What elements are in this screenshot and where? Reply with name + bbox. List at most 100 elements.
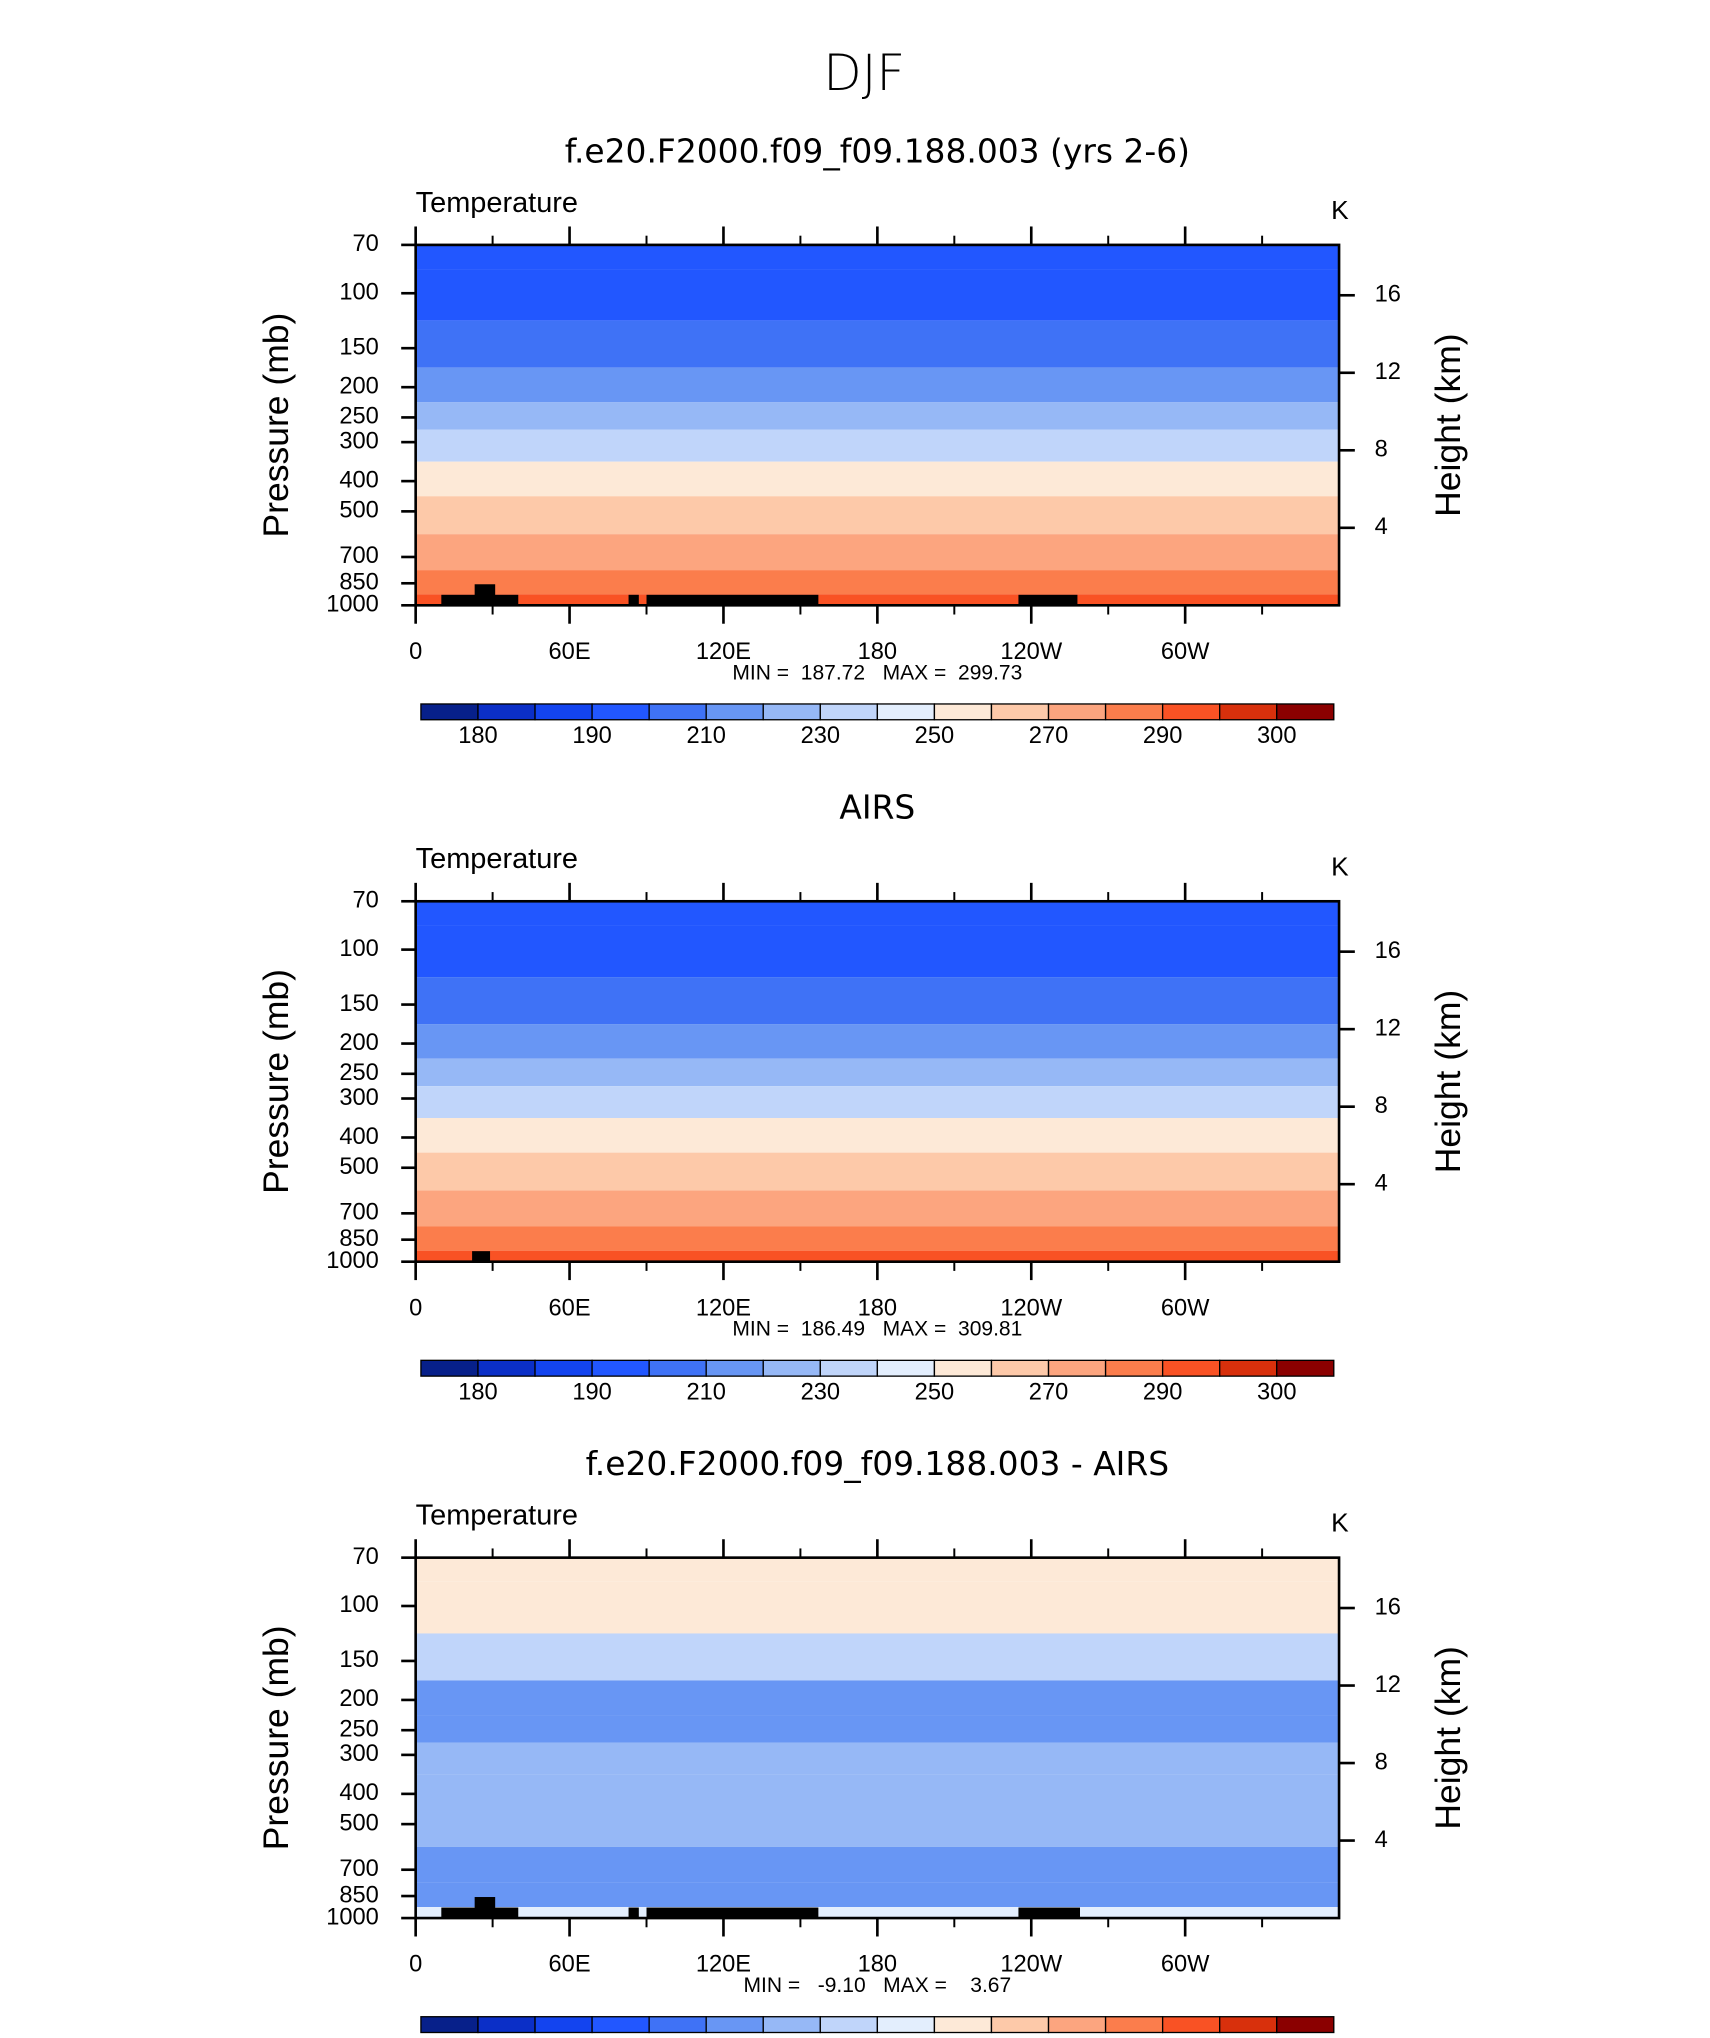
- colorbar-box: [648, 703, 707, 721]
- field-band: [415, 1742, 1340, 1775]
- x-tick-label: 60E: [549, 639, 591, 665]
- colorbar-box: [876, 1359, 936, 1377]
- colorbar-label: 7: [1213, 2036, 1226, 2038]
- colorbar-box: [819, 703, 879, 721]
- x-tick-label: 120W: [1000, 639, 1062, 665]
- colorbar-box: [1219, 703, 1278, 721]
- colorbar-box: [648, 2016, 707, 2034]
- topography: [1018, 594, 1078, 606]
- x-tick-label: 60E: [549, 1295, 591, 1321]
- y2-tick-label: 8: [1375, 1749, 1388, 1775]
- colorbar-label: 270: [1029, 1379, 1068, 1405]
- colorbar-label: 290: [1143, 723, 1182, 749]
- colorbar-label: 1: [928, 2036, 941, 2038]
- colorbar-label: 210: [686, 1379, 725, 1405]
- x-tick-label: 180: [858, 639, 897, 665]
- y2-tick-label: 16: [1375, 1594, 1401, 1620]
- topography: [472, 1251, 491, 1262]
- y2-tick-label: 8: [1375, 437, 1388, 463]
- colorbar-box: [420, 1359, 479, 1377]
- y-axis-title: Pressure (mb): [256, 969, 296, 1194]
- stats: MIN = -9.10 MAX = 3.67: [744, 1974, 1012, 1997]
- y2-tick-label: 4: [1375, 514, 1388, 540]
- y-tick-label: 250: [339, 404, 378, 430]
- y2-axis-title: Height (km): [1428, 333, 1468, 516]
- y2-tick-label: 4: [1375, 1827, 1388, 1853]
- y-tick-label: 150: [339, 334, 378, 360]
- panel-title: AIRS: [839, 788, 915, 827]
- y-tick-label: 850: [339, 1226, 378, 1252]
- colorbar-label: 3: [1042, 2036, 1055, 2038]
- y-tick-label: 250: [339, 1716, 378, 1742]
- colorbar-box: [990, 1359, 1050, 1377]
- colorbar-box: [1104, 2016, 1164, 2034]
- colorbar-box: [1047, 1359, 1107, 1377]
- y-tick-label: 100: [339, 936, 378, 962]
- colorbar-box: [876, 2016, 936, 2034]
- y-tick-label: 500: [339, 1154, 378, 1180]
- colorbar-box: [534, 2016, 593, 2034]
- y-axis-title: Pressure (mb): [256, 313, 296, 538]
- topography: [628, 1907, 639, 1919]
- units-label: K: [1331, 195, 1349, 225]
- stats: MIN = 186.49 MAX = 309.81: [732, 1318, 1022, 1341]
- colorbar-label: 290: [1143, 1379, 1182, 1405]
- field-band: [415, 1846, 1340, 1883]
- field-band: [415, 1774, 1340, 1809]
- colorbar-label: 270: [1029, 723, 1068, 749]
- colorbar-label: -9: [467, 2036, 488, 2038]
- colorbar-box: [648, 1359, 707, 1377]
- y2-tick-label: 12: [1375, 359, 1401, 385]
- colorbar-label: 230: [801, 1379, 840, 1405]
- colorbar-box: [1161, 1359, 1221, 1377]
- field-band: [415, 1907, 1340, 1919]
- colorbar-label: 210: [686, 723, 725, 749]
- colorbar-box: [1219, 1359, 1278, 1377]
- topography: [646, 594, 819, 606]
- field-band: [415, 1086, 1340, 1119]
- y-tick-label: 300: [339, 1085, 378, 1111]
- y-tick-label: 400: [339, 1780, 378, 1806]
- colorbar-box: [819, 2016, 879, 2034]
- colorbar-label: -5: [582, 2036, 603, 2038]
- y2-axis-title: Height (km): [1428, 1646, 1468, 1829]
- colorbar-box: [1047, 2016, 1107, 2034]
- field-band: [415, 1715, 1340, 1743]
- y-tick-label: 700: [339, 1856, 378, 1882]
- y-tick-label: 100: [339, 279, 378, 305]
- colorbar-box: [1276, 2016, 1335, 2034]
- field-band: [415, 269, 1340, 321]
- y-tick-label: 1000: [326, 1904, 379, 1930]
- y-axis-title: Pressure (mb): [256, 1625, 296, 1850]
- colorbar-box: [420, 2016, 479, 2034]
- colorbar-box: [1161, 703, 1221, 721]
- colorbar-label: 4: [1099, 2036, 1112, 2038]
- colorbar-box: [591, 1359, 650, 1377]
- y-tick-label: 200: [339, 373, 378, 399]
- colorbar-box: [1276, 1359, 1335, 1377]
- x-tick-label: 60W: [1161, 1295, 1210, 1321]
- y-tick-label: 70: [353, 1544, 379, 1570]
- colorbar-box: [762, 703, 821, 721]
- colorbar-label: -7: [525, 2036, 546, 2038]
- x-tick-label: 120W: [1000, 1952, 1062, 1978]
- x-tick-label: 60E: [549, 1952, 591, 1978]
- colorbar-box: [591, 2016, 650, 2034]
- x-tick-label: 180: [858, 1295, 897, 1321]
- colorbar-label: 2: [985, 2036, 998, 2038]
- left-label: Temperature: [416, 843, 578, 875]
- y-tick-label: 400: [339, 467, 378, 493]
- colorbar-label: 9: [1270, 2036, 1283, 2038]
- field-band: [415, 977, 1340, 1025]
- x-tick-label: 120W: [1000, 1295, 1062, 1321]
- colorbar-box: [1161, 2016, 1221, 2034]
- units-label: K: [1331, 1508, 1349, 1538]
- y2-tick-label: 4: [1375, 1170, 1388, 1196]
- field-band: [415, 244, 1340, 270]
- field-band: [415, 1680, 1340, 1716]
- colorbar-label: -2: [753, 2036, 774, 2038]
- field-band: [415, 1882, 1340, 1908]
- colorbar-box: [420, 703, 479, 721]
- colorbar-label: -3: [696, 2036, 717, 2038]
